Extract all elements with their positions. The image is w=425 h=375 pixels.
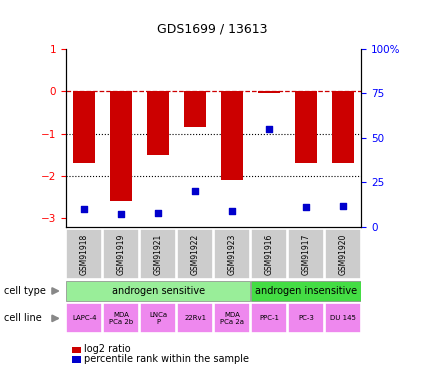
Text: MDA
PCa 2b: MDA PCa 2b	[109, 312, 133, 325]
Text: percentile rank within the sample: percentile rank within the sample	[84, 354, 249, 364]
Text: GSM91918: GSM91918	[80, 233, 89, 274]
Text: GDS1699 / 13613: GDS1699 / 13613	[157, 22, 268, 36]
Text: MDA
PCa 2a: MDA PCa 2a	[220, 312, 244, 325]
Point	[192, 188, 198, 194]
Bar	[147, 91, 169, 155]
Text: log2 ratio: log2 ratio	[84, 345, 130, 354]
Text: GSM91917: GSM91917	[301, 233, 310, 275]
Text: LNCa
P: LNCa P	[149, 312, 167, 325]
Text: DU 145: DU 145	[330, 315, 356, 321]
Bar	[288, 303, 324, 333]
Text: GSM91919: GSM91919	[117, 233, 126, 275]
Point	[118, 211, 125, 217]
Text: androgen sensitive: androgen sensitive	[112, 286, 205, 296]
Bar	[288, 229, 324, 279]
Bar	[72, 346, 81, 353]
Bar	[325, 229, 361, 279]
Text: PC-3: PC-3	[298, 315, 314, 321]
Text: androgen insensitive: androgen insensitive	[255, 286, 357, 296]
Bar	[214, 303, 250, 333]
Text: LAPC-4: LAPC-4	[72, 315, 96, 321]
Bar	[214, 229, 250, 279]
Bar	[73, 91, 95, 163]
Point	[303, 204, 309, 210]
Text: GSM91923: GSM91923	[227, 233, 237, 275]
Text: 22Rv1: 22Rv1	[184, 315, 206, 321]
Point	[81, 206, 88, 212]
Bar	[66, 229, 102, 279]
Bar	[221, 91, 243, 180]
Text: PPC-1: PPC-1	[259, 315, 279, 321]
Bar	[140, 229, 176, 279]
Point	[155, 210, 162, 216]
Bar	[184, 91, 206, 127]
Text: GSM91916: GSM91916	[264, 233, 273, 275]
Bar	[295, 91, 317, 163]
Bar	[251, 303, 287, 333]
Point	[340, 202, 346, 208]
Bar	[258, 91, 280, 93]
Text: GSM91921: GSM91921	[154, 233, 163, 274]
Text: cell line: cell line	[4, 314, 42, 323]
Bar	[140, 303, 176, 333]
Bar	[110, 91, 132, 201]
Bar	[251, 280, 361, 302]
Text: cell type: cell type	[4, 286, 46, 296]
Bar	[103, 303, 139, 333]
Bar	[66, 280, 250, 302]
Bar	[325, 303, 361, 333]
Bar	[66, 303, 102, 333]
Text: GSM91920: GSM91920	[338, 233, 347, 275]
Bar	[251, 229, 287, 279]
Bar	[177, 229, 213, 279]
Bar	[177, 303, 213, 333]
Text: GSM91922: GSM91922	[190, 233, 200, 274]
Bar	[332, 91, 354, 163]
Point	[229, 208, 235, 214]
Bar	[72, 356, 81, 363]
Bar	[103, 229, 139, 279]
Point	[266, 126, 272, 132]
